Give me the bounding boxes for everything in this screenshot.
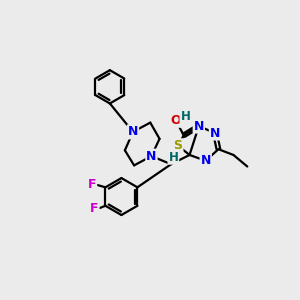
Text: N: N	[128, 125, 138, 138]
Text: N: N	[146, 150, 157, 163]
Text: S: S	[173, 139, 182, 152]
Text: N: N	[194, 120, 204, 133]
Text: H: H	[168, 151, 178, 164]
Text: F: F	[90, 202, 99, 214]
Text: F: F	[88, 178, 96, 191]
Text: H: H	[181, 110, 190, 123]
Text: N: N	[200, 154, 211, 167]
Text: O: O	[170, 114, 181, 127]
Text: N: N	[210, 127, 220, 140]
